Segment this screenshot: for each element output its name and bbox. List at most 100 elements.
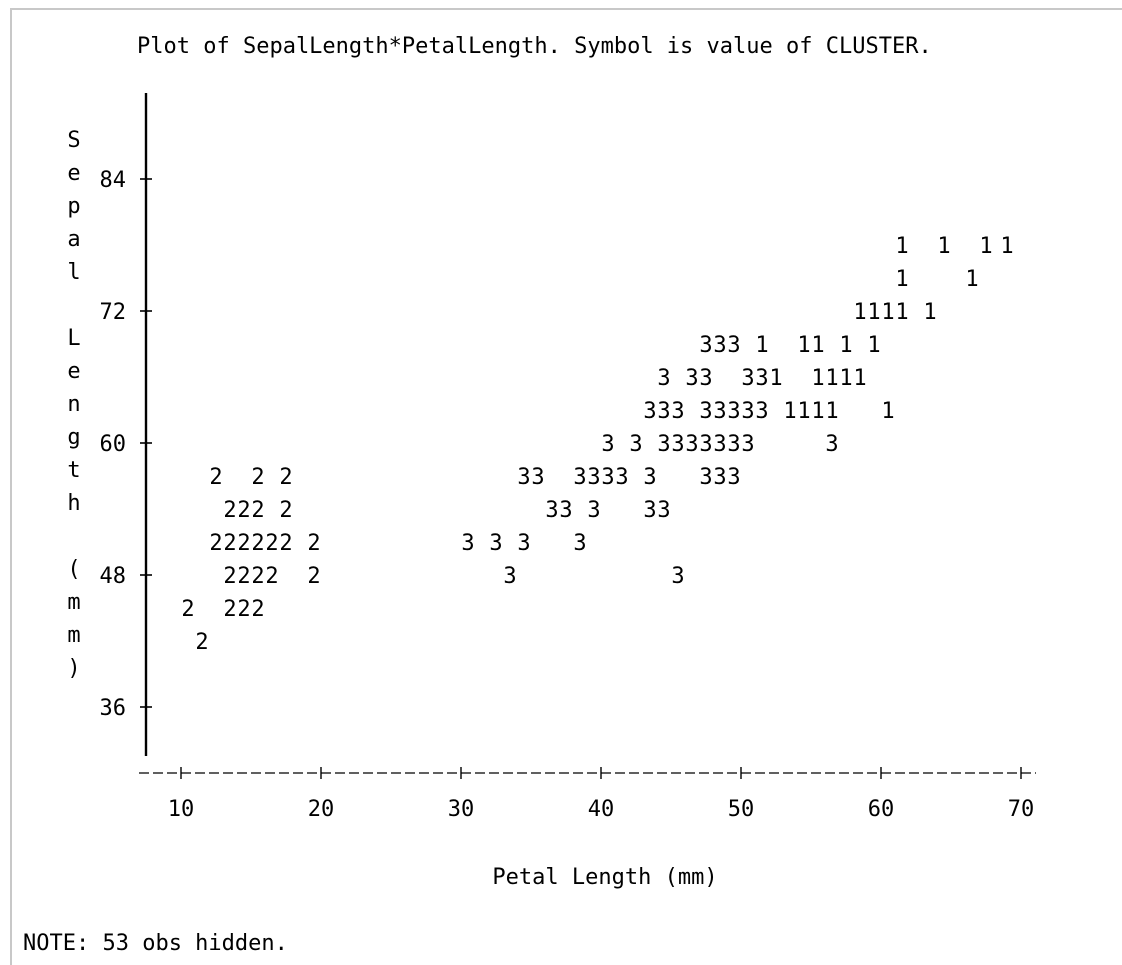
data-point: 1 <box>825 366 838 391</box>
data-point: 3 <box>727 333 740 358</box>
y-label-char: n <box>67 392 80 417</box>
data-point: 3 <box>629 432 642 457</box>
x-axis-label: Petal Length (mm) <box>492 865 717 890</box>
data-point: 3 <box>685 366 698 391</box>
data-point: 2 <box>279 465 292 490</box>
data-point: 2 <box>181 597 194 622</box>
data-point: 3 <box>741 432 754 457</box>
data-point: 1 <box>881 399 894 424</box>
data-point: 1 <box>839 366 852 391</box>
data-point: 3 <box>559 498 572 523</box>
data-point: 3 <box>601 465 614 490</box>
data-point: 3 <box>699 432 712 457</box>
data-point: 2 <box>237 597 250 622</box>
data-point: 1 <box>783 399 796 424</box>
data-point: 2 <box>209 465 222 490</box>
y-label-char: S <box>67 128 80 153</box>
data-point: 3 <box>825 432 838 457</box>
data-point: 3 <box>587 498 600 523</box>
data-point: 3 <box>601 432 614 457</box>
data-point: 1 <box>825 399 838 424</box>
y-label-char: m <box>67 590 80 615</box>
output-frame <box>10 8 1122 965</box>
y-label-char: h <box>67 491 80 516</box>
y-label-char: ( <box>67 557 80 582</box>
y-label-char: e <box>67 161 80 186</box>
data-point: 1 <box>755 333 768 358</box>
y-label-char: e <box>67 359 80 384</box>
data-point: 3 <box>727 432 740 457</box>
data-point: 3 <box>587 465 600 490</box>
data-point: 1 <box>853 300 866 325</box>
data-point: 3 <box>531 465 544 490</box>
y-tick-label: 60 <box>100 432 127 457</box>
chart-title: Plot of SepalLength*PetalLength. Symbol … <box>137 34 932 59</box>
data-point: 1 <box>979 234 992 259</box>
y-tick-label: 36 <box>100 696 127 721</box>
y-axis-label: SepalLength(mm) <box>67 128 80 681</box>
data-point: 3 <box>489 531 502 556</box>
data-point: 3 <box>573 531 586 556</box>
data-point: 3 <box>643 399 656 424</box>
data-point: 1 <box>811 333 824 358</box>
y-axis: 36 48 60 72 84 <box>100 93 152 756</box>
data-point: 2 <box>223 531 236 556</box>
x-axis: 10 20 30 40 50 60 70 <box>139 767 1036 822</box>
data-point: 1 <box>937 234 950 259</box>
data-point: 1 <box>895 267 908 292</box>
data-point: 2 <box>251 564 264 589</box>
data-point: 1 <box>769 366 782 391</box>
data-point: 2 <box>307 564 320 589</box>
y-label-char: m <box>67 623 80 648</box>
x-tick-label: 20 <box>308 797 335 822</box>
data-point: 3 <box>657 399 670 424</box>
data-point: 2 <box>223 564 236 589</box>
data-point: 2 <box>279 498 292 523</box>
x-tick-label: 60 <box>868 797 895 822</box>
data-point: 2 <box>251 597 264 622</box>
data-point: 3 <box>545 498 558 523</box>
data-point: 1 <box>797 333 810 358</box>
data-point: 3 <box>671 399 684 424</box>
note-text: NOTE: 53 obs hidden. <box>23 931 288 956</box>
data-point: 2 <box>279 531 292 556</box>
data-point: 2 <box>209 531 222 556</box>
data-point: 2 <box>251 531 264 556</box>
y-label-char: g <box>67 425 80 450</box>
data-point: 2 <box>251 498 264 523</box>
data-point: 2 <box>237 531 250 556</box>
data-point: 2 <box>237 498 250 523</box>
x-tick-label: 30 <box>448 797 475 822</box>
data-point: 3 <box>643 465 656 490</box>
data-point: 3 <box>657 498 670 523</box>
data-point: 3 <box>671 432 684 457</box>
data-point: 2 <box>223 597 236 622</box>
data-point: 3 <box>461 531 474 556</box>
y-tick-label: 72 <box>100 300 127 325</box>
data-point: 3 <box>643 498 656 523</box>
data-point: 3 <box>727 465 740 490</box>
data-point: 3 <box>671 564 684 589</box>
data-point: 1 <box>839 333 852 358</box>
data-point: 2 <box>223 498 236 523</box>
data-point: 3 <box>503 564 516 589</box>
data-point: 3 <box>713 333 726 358</box>
x-tick-label: 10 <box>168 797 195 822</box>
data-point: 2 <box>237 564 250 589</box>
data-point: 3 <box>741 366 754 391</box>
data-point: 3 <box>517 465 530 490</box>
data-point: 2 <box>265 531 278 556</box>
data-point: 3 <box>755 399 768 424</box>
data-point: 3 <box>699 366 712 391</box>
y-tick-label: 84 <box>100 168 127 193</box>
y-tick-label: 48 <box>100 564 127 589</box>
data-point: 3 <box>517 531 530 556</box>
x-tick-label: 70 <box>1008 797 1035 822</box>
data-point: 3 <box>755 366 768 391</box>
data-point: 1 <box>881 300 894 325</box>
data-point: 3 <box>699 399 712 424</box>
data-point: 1 <box>867 300 880 325</box>
data-point: 1 <box>923 300 936 325</box>
data-point: 3 <box>615 465 628 490</box>
